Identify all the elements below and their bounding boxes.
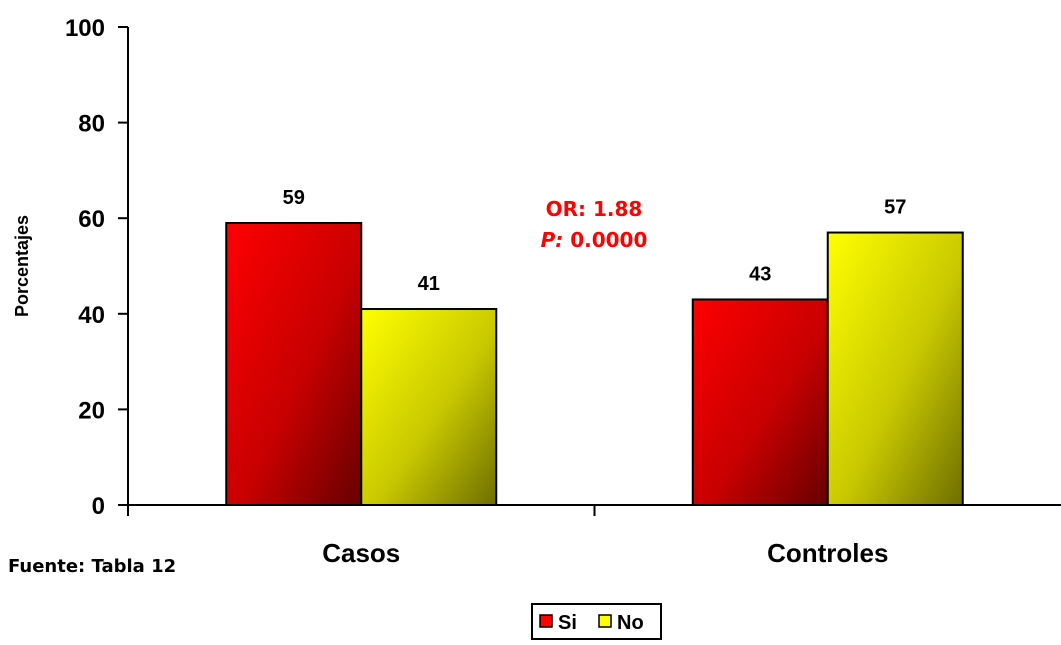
bar-si-controles — [691, 298, 829, 506]
bar-no-controles — [826, 231, 964, 506]
bar-no-casos — [360, 308, 498, 506]
legend-swatch-si — [539, 614, 553, 628]
data-label: 43 — [749, 263, 771, 285]
y-tick-label: 100 — [65, 15, 105, 42]
y-tick-label: 0 — [92, 493, 105, 520]
or-annotation: OR: 1.88 — [546, 197, 643, 221]
x-axis-ticks — [127, 505, 596, 516]
y-axis-ticks: 0 20 40 60 80 100 — [65, 15, 128, 520]
data-label: 57 — [884, 197, 906, 219]
bar-si-casos — [225, 221, 363, 506]
legend-label-si: Si — [558, 612, 577, 634]
data-label: 41 — [418, 273, 440, 295]
legend: Si No — [531, 603, 662, 640]
category-labels: Casos Controles — [322, 538, 888, 568]
source-note: Fuente: Tabla 12 — [8, 556, 176, 577]
category-label: Casos — [322, 538, 400, 568]
legend-label-no: No — [617, 612, 644, 634]
p-value: 0.0000 — [563, 228, 647, 252]
legend-box — [531, 603, 662, 640]
bars-group: 59 41 43 57 — [225, 187, 964, 506]
category-label: Controles — [767, 538, 888, 568]
p-annotation: P: 0.0000 — [541, 228, 648, 252]
p-label: P: — [541, 228, 564, 252]
y-axis-title: Porcentajes — [12, 215, 32, 317]
data-label: 59 — [283, 187, 305, 209]
y-tick-label: 20 — [78, 397, 105, 424]
y-tick-label: 80 — [78, 111, 105, 138]
y-tick-label: 40 — [78, 302, 105, 329]
legend-swatch-no — [598, 614, 612, 628]
y-tick-label: 60 — [78, 206, 105, 233]
